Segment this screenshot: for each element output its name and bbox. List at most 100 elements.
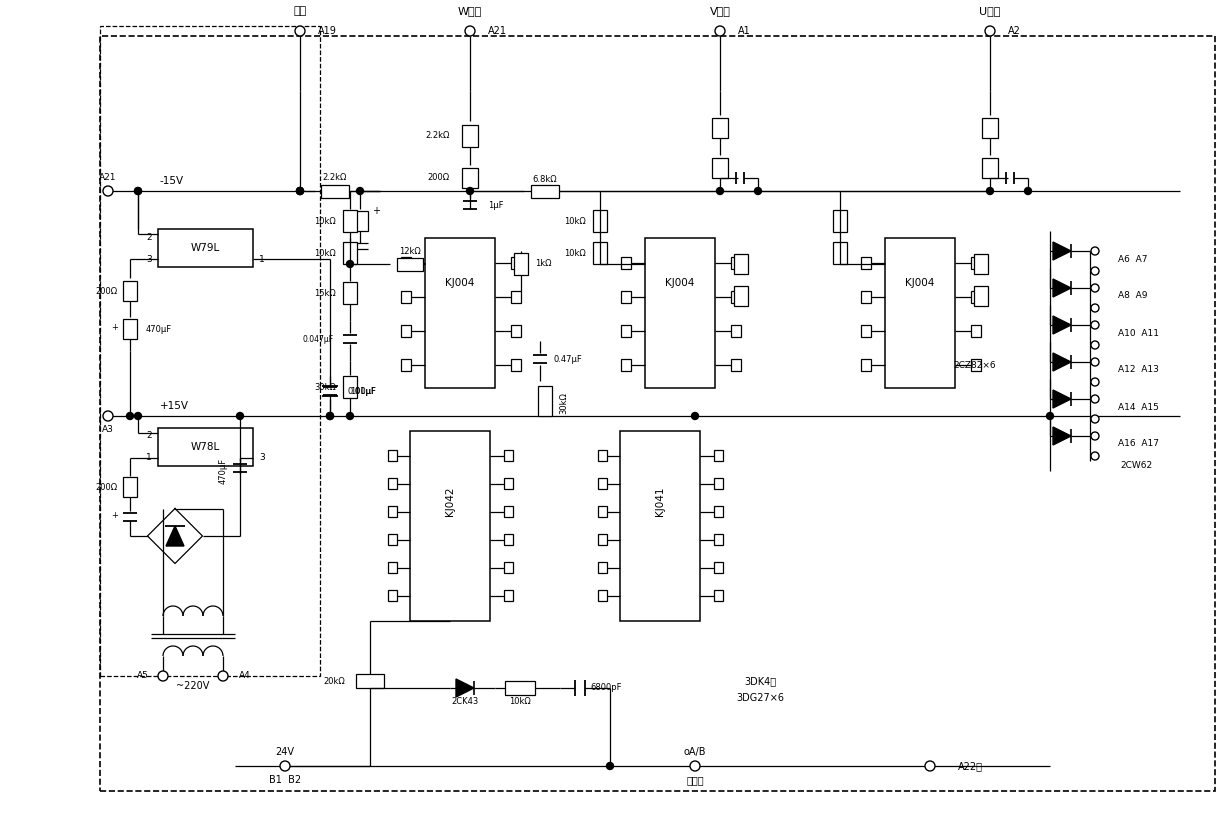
- Text: A16  A17: A16 A17: [1118, 440, 1159, 449]
- Text: A3: A3: [102, 425, 114, 435]
- Bar: [504, 590, 513, 601]
- Text: V同步: V同步: [710, 6, 731, 16]
- Text: 30kΩ: 30kΩ: [558, 392, 568, 414]
- Circle shape: [690, 761, 700, 771]
- Text: 2CK43: 2CK43: [451, 696, 478, 706]
- Bar: [713, 590, 723, 601]
- Bar: [504, 506, 513, 517]
- Bar: [713, 450, 723, 461]
- Bar: [343, 282, 357, 304]
- Text: 10kΩ: 10kΩ: [565, 217, 585, 225]
- Bar: [970, 359, 982, 371]
- Text: oA/B: oA/B: [684, 747, 706, 757]
- Bar: [352, 211, 368, 231]
- Text: 0.047μF: 0.047μF: [303, 335, 335, 343]
- Bar: [387, 562, 397, 573]
- Bar: [506, 681, 535, 695]
- Text: 30kΩ: 30kΩ: [314, 382, 336, 391]
- Bar: [982, 118, 998, 138]
- Text: A21: A21: [488, 26, 507, 36]
- Text: U同步: U同步: [979, 6, 1001, 16]
- Circle shape: [925, 761, 935, 771]
- Bar: [343, 376, 357, 398]
- Bar: [462, 168, 478, 188]
- Circle shape: [1091, 415, 1098, 423]
- Polygon shape: [1053, 242, 1071, 260]
- Bar: [645, 238, 715, 388]
- Bar: [426, 238, 494, 388]
- Circle shape: [691, 412, 699, 420]
- Text: 10kΩ: 10kΩ: [509, 696, 531, 706]
- Circle shape: [1091, 284, 1098, 292]
- Text: 24V: 24V: [276, 747, 294, 757]
- Circle shape: [296, 188, 304, 194]
- Bar: [713, 534, 723, 545]
- Circle shape: [236, 412, 244, 420]
- Bar: [593, 242, 606, 264]
- Bar: [123, 281, 137, 301]
- Text: 6800pF: 6800pF: [590, 684, 621, 692]
- Bar: [886, 238, 954, 388]
- Bar: [713, 478, 723, 489]
- Text: +15V: +15V: [160, 401, 189, 411]
- Bar: [621, 325, 631, 337]
- Circle shape: [347, 412, 353, 420]
- Bar: [861, 291, 871, 303]
- Text: KJ041: KJ041: [656, 486, 665, 516]
- Bar: [970, 325, 982, 337]
- Circle shape: [218, 671, 228, 681]
- Circle shape: [1091, 247, 1098, 255]
- Bar: [321, 184, 349, 198]
- Bar: [343, 210, 357, 232]
- Bar: [713, 562, 723, 573]
- Bar: [620, 431, 700, 621]
- Bar: [861, 325, 871, 337]
- Circle shape: [103, 411, 113, 421]
- Bar: [387, 534, 397, 545]
- Bar: [731, 325, 740, 337]
- Bar: [510, 359, 522, 371]
- Bar: [387, 450, 397, 461]
- Circle shape: [606, 763, 614, 770]
- Bar: [982, 158, 998, 178]
- Text: KJ004: KJ004: [905, 278, 935, 288]
- Circle shape: [134, 188, 141, 194]
- Text: W78L: W78L: [191, 442, 220, 452]
- Polygon shape: [1053, 353, 1071, 371]
- Text: +: +: [111, 510, 118, 519]
- Bar: [401, 291, 411, 303]
- Text: 100μF: 100μF: [351, 386, 376, 396]
- Circle shape: [985, 26, 995, 36]
- Circle shape: [1091, 452, 1098, 460]
- Bar: [401, 257, 411, 269]
- Text: 470μF: 470μF: [219, 458, 228, 484]
- Text: +: +: [111, 322, 118, 332]
- Text: A10  A11: A10 A11: [1118, 328, 1159, 337]
- Text: -15V: -15V: [160, 176, 184, 186]
- Circle shape: [295, 26, 305, 36]
- Bar: [598, 562, 606, 573]
- Text: 2CW62: 2CW62: [1121, 461, 1153, 470]
- Text: 2: 2: [146, 233, 153, 242]
- Bar: [355, 674, 384, 688]
- Circle shape: [717, 188, 723, 194]
- Bar: [598, 450, 606, 461]
- Bar: [731, 359, 740, 371]
- Text: A19: A19: [319, 26, 337, 36]
- Bar: [514, 253, 528, 275]
- Bar: [734, 286, 748, 306]
- Text: +: +: [371, 206, 380, 216]
- Text: 15kΩ: 15kΩ: [314, 288, 336, 297]
- Bar: [731, 257, 740, 269]
- Polygon shape: [166, 526, 184, 546]
- Text: 3DG27×6: 3DG27×6: [736, 693, 784, 703]
- Text: 200Ω: 200Ω: [428, 174, 450, 183]
- Text: A5: A5: [137, 671, 149, 681]
- Bar: [974, 286, 988, 306]
- Bar: [974, 254, 988, 274]
- Bar: [410, 431, 490, 621]
- Circle shape: [157, 671, 169, 681]
- Bar: [861, 359, 871, 371]
- Text: 200Ω: 200Ω: [96, 287, 118, 296]
- Circle shape: [326, 412, 333, 420]
